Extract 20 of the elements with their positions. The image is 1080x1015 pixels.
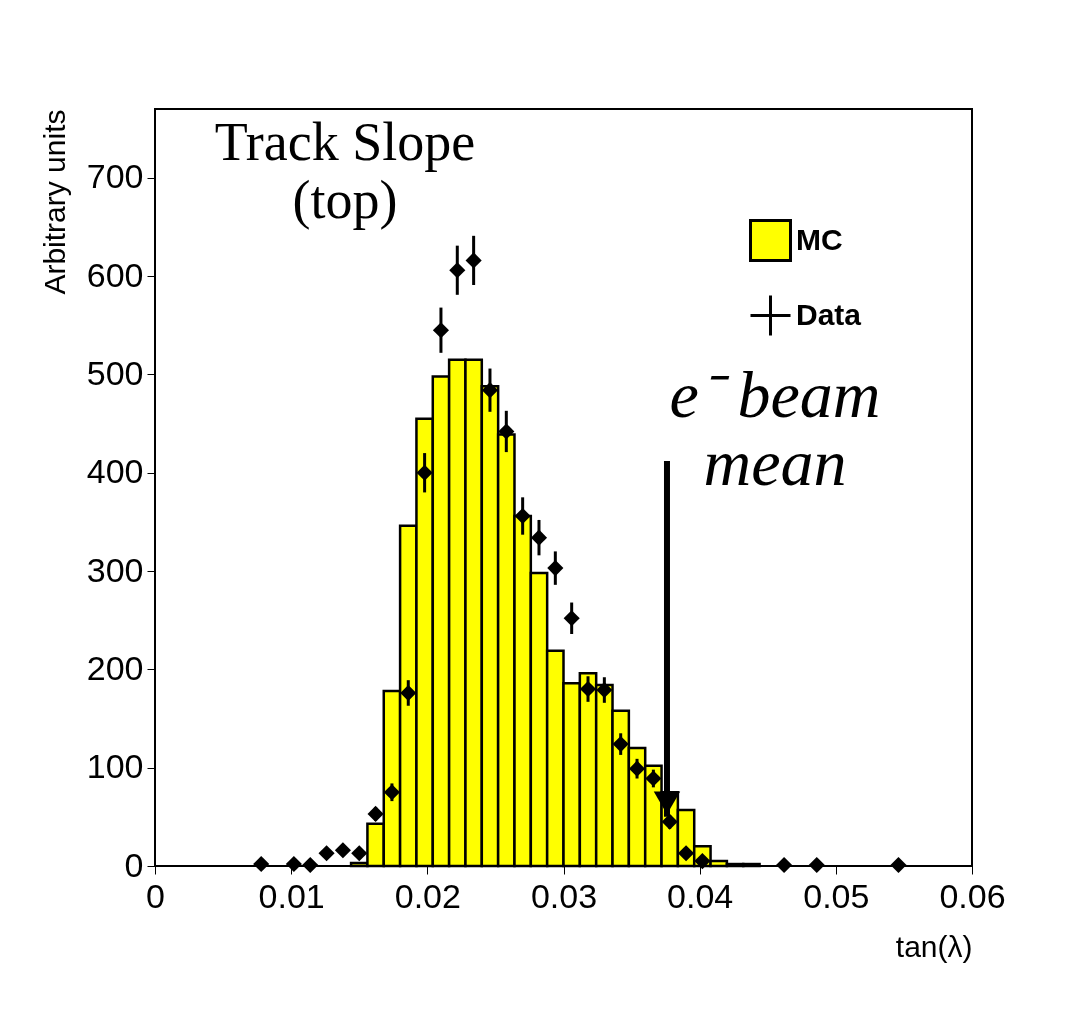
legend-label: MC (796, 222, 843, 256)
y-tick-label: 500 (86, 353, 144, 392)
x-tick-label: 0.04 (667, 876, 734, 915)
y-tick-label: 600 (86, 255, 144, 294)
x-tick-label: 0.01 (258, 876, 325, 915)
x-tick-label: 0.06 (939, 876, 1006, 915)
y-tick-label: 200 (86, 648, 144, 687)
y-tick-label: 400 (86, 452, 144, 491)
y-tick-label: 0 (124, 845, 144, 884)
y-tick-label: 100 (86, 747, 144, 786)
x-tick-label: 0.03 (530, 876, 598, 915)
x-axis-title: tan(λ) (895, 929, 973, 963)
annotation: Track Slope (top) (214, 112, 476, 230)
legend-label: Data (796, 297, 862, 331)
y-tick-label: 700 (86, 157, 144, 196)
annotation: e⁻ beam mean (669, 358, 881, 499)
x-tick-label: 0.05 (803, 876, 870, 915)
y-axis-title: Arbitrary units (37, 109, 71, 295)
y-tick-label: 300 (86, 550, 144, 589)
x-tick-label: 0.02 (394, 876, 461, 915)
